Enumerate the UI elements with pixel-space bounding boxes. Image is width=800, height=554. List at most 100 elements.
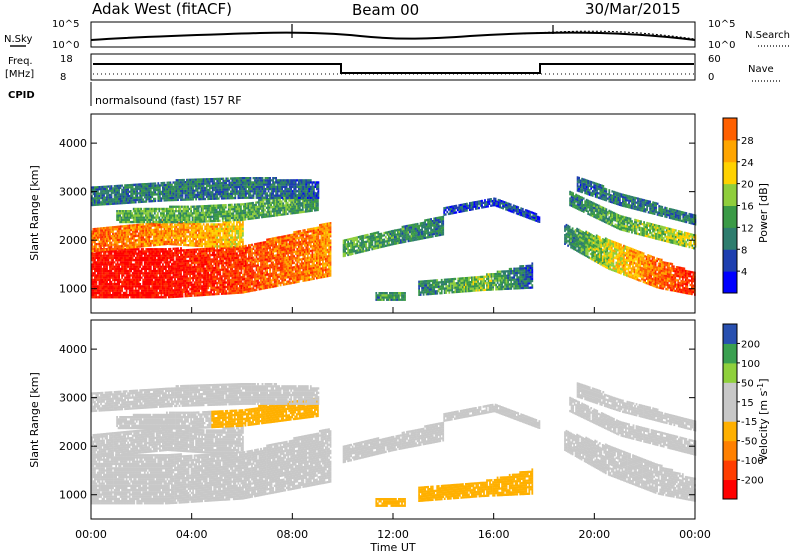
- range-cell: [142, 296, 144, 298]
- range-cell: [203, 294, 205, 296]
- range-cell: [188, 282, 190, 284]
- range-cell: [182, 293, 184, 295]
- range-cell: [234, 257, 236, 259]
- range-cell: [112, 283, 114, 285]
- range-cell: [157, 277, 159, 279]
- range-cell: [241, 272, 243, 274]
- range-cell: [112, 263, 114, 265]
- range-cell: [118, 277, 120, 279]
- range-cell: [112, 290, 114, 292]
- range-cell: [121, 287, 123, 289]
- range-cell: [112, 268, 114, 270]
- range-cell: [142, 257, 144, 259]
- range-cell: [218, 293, 220, 295]
- range-cell: [127, 277, 129, 279]
- range-cell: [219, 258, 221, 260]
- range-cell: [219, 291, 221, 293]
- cpid-program: normalsound (fast) 157 RF: [95, 94, 242, 107]
- range-cell: [111, 270, 113, 272]
- range-cell: [165, 296, 167, 298]
- range-cell: [112, 272, 114, 274]
- noise-sky-label: N.Sky: [4, 34, 32, 45]
- range-cell: [142, 292, 144, 294]
- range-cell: [132, 257, 134, 259]
- range-cell: [173, 276, 175, 278]
- range-cell: [142, 248, 144, 250]
- range-cell: [203, 261, 205, 263]
- range-cell: [188, 271, 190, 273]
- range-cell: [180, 252, 182, 254]
- range-cell: [219, 262, 221, 264]
- range-cell: [174, 278, 176, 280]
- range-cell: [99, 268, 101, 270]
- range-cell: [238, 270, 240, 272]
- range-cell: [171, 250, 173, 252]
- range-cell: [112, 257, 114, 259]
- range-cell: [203, 281, 205, 283]
- range-cell: [219, 249, 221, 251]
- range-cell: [219, 278, 221, 280]
- range-cell: [203, 276, 205, 278]
- range-cell: [222, 260, 224, 262]
- range-cell: [228, 277, 230, 279]
- range-cell: [117, 261, 119, 263]
- range-cell: [177, 247, 179, 249]
- range-cell: [99, 261, 101, 263]
- range-cell: [165, 268, 167, 270]
- range-cell: [157, 250, 159, 252]
- range-cell: [180, 271, 182, 273]
- range-cell: [99, 272, 101, 274]
- range-cell: [157, 287, 159, 289]
- range-cell: [142, 285, 144, 287]
- range-cell: [109, 279, 111, 281]
- range-cell: [218, 264, 220, 266]
- range-cell: [238, 257, 240, 259]
- range-cell: [234, 248, 236, 250]
- range-cell: [195, 251, 197, 253]
- range-cell: [109, 292, 111, 294]
- range-cell: [159, 253, 161, 255]
- range-cell: [145, 253, 147, 255]
- range-cell: [234, 277, 236, 279]
- range-cell: [203, 274, 205, 276]
- range-cell: [106, 266, 108, 268]
- range-cell: [203, 270, 205, 272]
- range-cell: [165, 248, 167, 250]
- range-cell: [209, 256, 211, 258]
- range-cell: [213, 291, 215, 293]
- cpid-label: CPID: [8, 90, 35, 101]
- range-cell: [218, 267, 220, 269]
- frequency-trace: [93, 64, 694, 73]
- range-cell: [186, 288, 188, 290]
- range-cell: [130, 261, 132, 263]
- noise-search-label: N.Search: [745, 30, 790, 41]
- range-cell: [213, 274, 215, 276]
- range-cell: [157, 268, 159, 270]
- range-cell: [142, 272, 144, 274]
- range-cell: [236, 285, 238, 287]
- range-cell: [188, 251, 190, 253]
- range-cell: [219, 286, 221, 288]
- noise-panel: N.Sky 10^5 10^0 10^5 10^0 N.Search: [4, 19, 790, 51]
- range-cell: [224, 288, 226, 290]
- range-cell: [138, 290, 140, 292]
- nave-label: Nave: [748, 64, 774, 75]
- range-cell: [188, 264, 190, 266]
- range-cell: [120, 279, 122, 281]
- range-cell: [157, 261, 159, 263]
- range-cell: [219, 284, 221, 286]
- range-cell: [127, 296, 129, 298]
- range-cell: [180, 247, 182, 249]
- range-cell: [156, 274, 158, 276]
- range-cell: [139, 283, 141, 285]
- noise-left-tick-top: 10^5: [52, 19, 79, 30]
- range-cell: [234, 261, 236, 263]
- range-cell: [129, 277, 131, 279]
- range-cell: [234, 266, 236, 268]
- range-cell: [200, 279, 202, 281]
- beam-title: Beam 00: [352, 1, 419, 19]
- range-cell: [203, 289, 205, 291]
- range-cell: [139, 279, 141, 281]
- range-cell: [121, 277, 123, 279]
- rti-figure: Adak West (fitACF) Beam 00 30/Mar/2015 N…: [0, 0, 800, 554]
